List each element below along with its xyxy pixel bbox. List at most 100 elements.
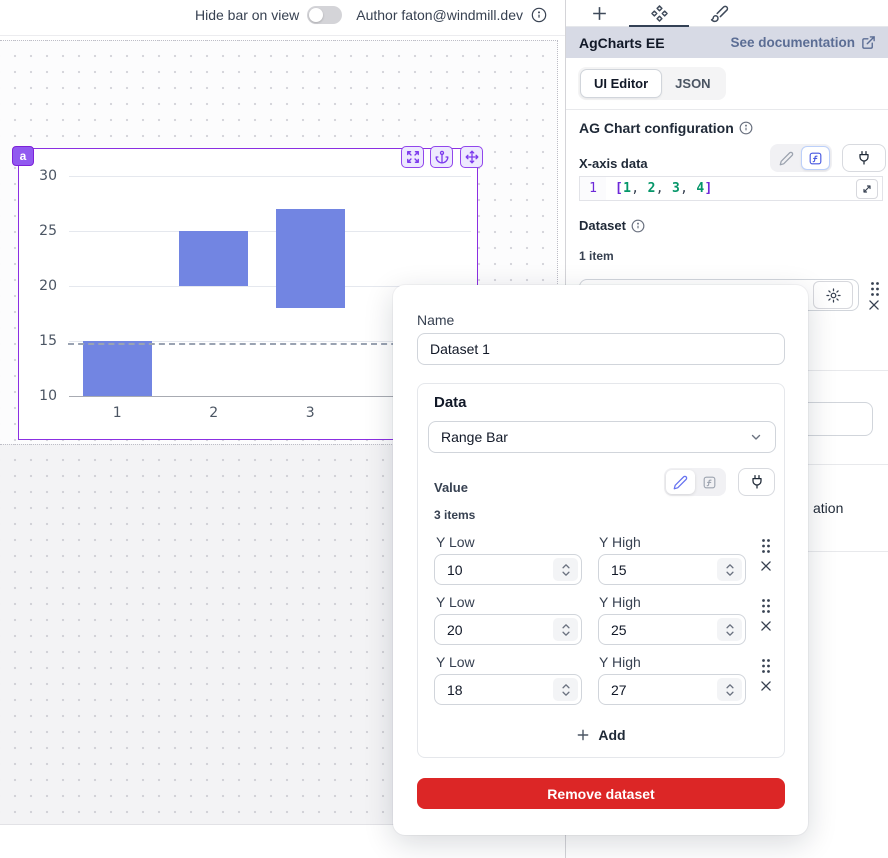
stepper-down-icon[interactable]: [725, 690, 735, 697]
see-documentation-link[interactable]: See documentation: [730, 35, 876, 50]
section-title-row: AG Chart configuration: [579, 120, 753, 136]
code-line-number: 1: [580, 177, 606, 200]
y-tick-label: 25: [39, 223, 57, 239]
stepper-up-icon[interactable]: [725, 623, 735, 630]
plus-icon: [590, 4, 609, 23]
connect-input-button[interactable]: [842, 144, 886, 172]
components-icon: [650, 4, 669, 23]
plug-icon: [856, 150, 872, 166]
info-icon[interactable]: [531, 7, 547, 23]
data-section-title: Data: [434, 394, 467, 411]
value-row: Y Low Y High: [434, 594, 774, 654]
chart-type-select[interactable]: Range Bar: [428, 421, 776, 453]
stepper-down-icon[interactable]: [725, 570, 735, 577]
range-bar: [275, 209, 345, 308]
stepper-down-icon[interactable]: [561, 570, 571, 577]
xaxis-label: X-axis data: [579, 156, 648, 171]
stepper-down-icon[interactable]: [561, 690, 571, 697]
stepper-up-icon[interactable]: [561, 623, 571, 630]
static-mode-button[interactable]: [772, 146, 801, 170]
row-remove-x-button[interactable]: [759, 619, 773, 633]
code-line-content: [1, 2, 3, 4]: [615, 181, 713, 196]
gridline: [69, 341, 471, 342]
range-bar-chart: 10152025301234: [19, 149, 477, 439]
row-remove-x-button[interactable]: [759, 559, 773, 573]
y-tick-label: 20: [39, 278, 57, 294]
info-icon[interactable]: [631, 219, 645, 233]
stepper-down-icon[interactable]: [725, 630, 735, 637]
y-tick-label: 30: [39, 168, 57, 184]
number-stepper[interactable]: [553, 558, 578, 581]
chart-type-value: Range Bar: [441, 429, 508, 445]
tab-ui-editor[interactable]: UI Editor: [580, 69, 663, 98]
dataset-remove-x-button[interactable]: [867, 298, 881, 312]
expression-mode-button[interactable]: [801, 146, 830, 170]
value-label: Value: [434, 480, 468, 495]
expand-handle-button[interactable]: [401, 146, 424, 168]
xaxis-input-mode-group: [770, 144, 832, 172]
xaxis-code-editor[interactable]: 1 [1, 2, 3, 4]: [579, 176, 883, 201]
tab-components[interactable]: [629, 2, 689, 28]
anchor-icon: [435, 150, 449, 164]
number-stepper[interactable]: [717, 618, 742, 641]
dataset-modal: Name Data Range Bar Value 3 items Y Low …: [393, 285, 808, 835]
row-remove-x-button[interactable]: [759, 679, 773, 693]
stepper-up-icon[interactable]: [561, 563, 571, 570]
move-handle-button[interactable]: [460, 146, 483, 168]
expression-mode-button[interactable]: [695, 470, 724, 494]
row-drag-handle[interactable]: [760, 598, 772, 613]
row-drag-handle[interactable]: [760, 658, 772, 673]
gridline: [69, 176, 471, 177]
toggle-knob: [309, 8, 324, 22]
dataset-drag-handle[interactable]: [869, 281, 881, 296]
section-title: AG Chart configuration: [579, 120, 734, 136]
row-drag-handle[interactable]: [760, 538, 772, 553]
gridline: [69, 396, 471, 397]
x-tick-label: 2: [209, 405, 219, 421]
author-label: Author faton@windmill.dev: [356, 7, 523, 23]
stepper-up-icon[interactable]: [561, 683, 571, 690]
external-link-icon: [861, 35, 876, 50]
hide-bar-control: Hide bar on view: [195, 4, 343, 26]
editor-mode-tabs: UI Editor JSON: [578, 67, 726, 100]
resize-guide-dashed-line: [68, 343, 478, 345]
value-input-mode-group: [664, 468, 726, 496]
stepper-up-icon[interactable]: [725, 563, 735, 570]
info-icon[interactable]: [739, 121, 753, 135]
stepper-down-icon[interactable]: [561, 630, 571, 637]
chevron-down-icon: [749, 430, 763, 444]
number-stepper[interactable]: [553, 678, 578, 701]
number-stepper[interactable]: [553, 618, 578, 641]
gridline: [69, 286, 471, 287]
number-stepper[interactable]: [717, 558, 742, 581]
tab-add[interactable]: [588, 2, 610, 24]
tab-styling[interactable]: [708, 2, 730, 24]
hide-bar-toggle[interactable]: [307, 6, 343, 24]
author-info: Author faton@windmill.dev: [356, 4, 547, 26]
anchor-handle-button[interactable]: [430, 146, 453, 168]
remove-dataset-button[interactable]: Remove dataset: [417, 778, 785, 809]
value-row: Y Low Y High: [434, 654, 774, 714]
component-id-badge: a: [12, 146, 34, 166]
add-item-button[interactable]: Add: [418, 727, 784, 743]
number-stepper[interactable]: [717, 678, 742, 701]
y-high-label: Y High: [599, 594, 641, 610]
static-mode-button[interactable]: [666, 470, 695, 494]
dataset-settings-button[interactable]: [813, 281, 853, 309]
expand-editor-button[interactable]: [856, 179, 878, 199]
dataset-name-input[interactable]: [417, 333, 785, 365]
function-icon: [702, 475, 717, 490]
data-section: Data Range Bar Value 3 items Y Low Y Hig…: [417, 383, 785, 758]
dataset-label: Dataset: [579, 218, 626, 233]
top-toolbar: Hide bar on view Author faton@windmill.d…: [0, 0, 565, 36]
value-items-count: 3 items: [434, 508, 476, 522]
connect-input-button[interactable]: [738, 468, 775, 496]
tab-json[interactable]: JSON: [675, 76, 711, 91]
plus-icon: [576, 728, 590, 742]
stepper-up-icon[interactable]: [725, 683, 735, 690]
dataset-count: 1 item: [579, 249, 614, 263]
move-icon: [465, 150, 479, 164]
pencil-icon: [673, 475, 688, 490]
brush-icon: [710, 4, 729, 23]
